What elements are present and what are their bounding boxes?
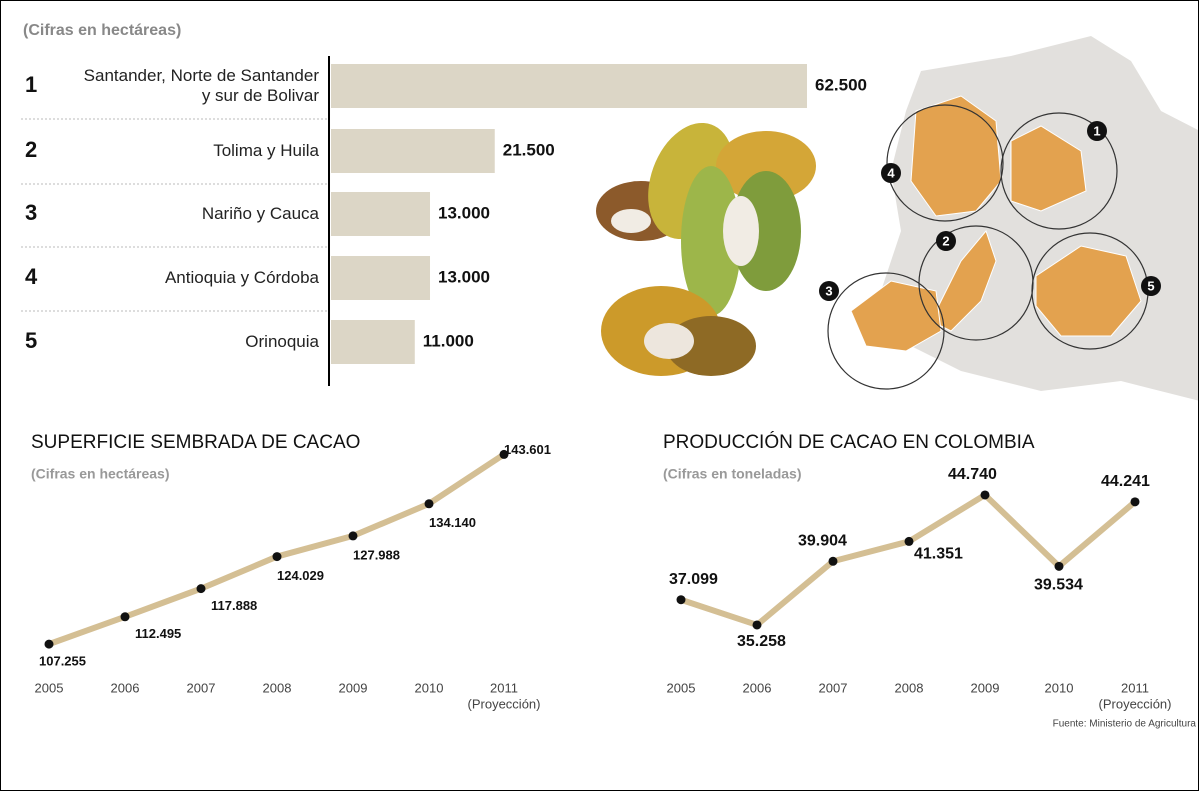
subtitle: (Cifras en toneladas) [663,466,801,482]
category-label: Antioquia y Córdoba [164,268,319,287]
x-tick-label: 2007 [187,680,216,695]
map [827,36,1198,401]
rank-label: 2 [25,137,37,162]
line [680,491,1137,628]
x-tick-label: 2006 [111,680,140,695]
map-marker [819,281,839,301]
chart-title: SUPERFICIE SEMBRADA DE CACAO [31,432,360,453]
value-label: 117.888 [211,598,257,613]
map-label: 5 [1147,278,1154,293]
category-label: Tolima y Huila [213,141,319,160]
map-label: 3 [825,283,832,298]
x-tick-label: 2007 [819,680,848,695]
x-tick-label: 2005 [35,680,64,695]
point [676,595,686,605]
map-label: 2 [942,233,949,248]
point [424,499,434,509]
x-tick-label: 2005 [667,680,696,695]
subtitle: (Cifras en hectáreas) [31,466,170,482]
value-label: 35.258 [737,633,786,650]
x-tick-label: 2008 [895,680,924,695]
source-note: Fuente: Ministerio de Agricultura [1053,719,1197,730]
point [1130,497,1140,507]
value-label: 112.495 [135,626,181,641]
value-label: 13.000 [438,203,490,222]
category-label: Nariño y Cauca [201,204,319,223]
point [499,449,509,459]
map-marker [936,231,956,251]
map-marker [1087,121,1107,141]
value-label: 11.000 [423,331,474,350]
map-label: 4 [887,165,895,180]
bar [331,320,415,364]
line [47,451,506,647]
value-label: 62.500 [815,75,867,94]
x-tick-label: 2010 [1045,680,1074,695]
x-tick-label: 2008 [263,680,292,695]
bar [331,64,807,108]
chart-title: PRODUCCIÓN DE CACAO EN COLOMBIA [663,431,1035,453]
bar [331,256,431,300]
map-marker [881,163,901,183]
value-label: 134.140 [429,515,476,530]
x-tick-label: 2011 [1121,680,1149,695]
map-marker [1141,276,1161,296]
bar [331,192,431,236]
point [980,490,990,500]
category-label: Orinoquia [245,332,319,351]
point [752,620,762,630]
value-label: 21.500 [503,140,555,159]
point [1054,561,1064,571]
point [120,612,130,622]
x-tick-label: 2010 [415,680,444,695]
value-label: 143.601 [504,442,551,457]
annotation: (Proyección) [468,696,541,711]
value-label: 39.904 [798,532,847,549]
rank-label: 4 [25,264,38,289]
annotation: (Proyección) [1099,696,1172,711]
point [44,639,54,649]
point [348,531,358,541]
x-tick-label: 2009 [339,680,368,695]
value-label: 37.099 [669,571,718,588]
value-label: 124.029 [277,568,324,583]
category-label: Santander, Norte de Santander y sur de B… [83,66,319,105]
value-label: 107.255 [39,654,86,669]
point [904,536,914,546]
rank-label: 5 [25,328,37,353]
value-label: 13.000 [438,267,490,286]
point [828,556,838,566]
point [272,552,282,562]
cacao-illustration [596,122,816,376]
bar [331,129,495,173]
map-label: 1 [1093,123,1100,138]
value-label: 44.241 [1101,473,1150,490]
point [196,584,206,594]
value-label: 41.351 [914,546,963,563]
subtitle: (Cifras en hectáreas) [23,22,181,39]
x-tick-label: 2011 [490,680,518,695]
x-tick-label: 2009 [971,680,1000,695]
rank-label: 1 [25,72,37,97]
value-label: 127.988 [353,547,400,562]
rank-label: 3 [25,200,37,225]
x-tick-label: 2006 [743,680,772,695]
value-label: 39.534 [1034,577,1083,594]
value-label: 44.740 [948,466,997,483]
